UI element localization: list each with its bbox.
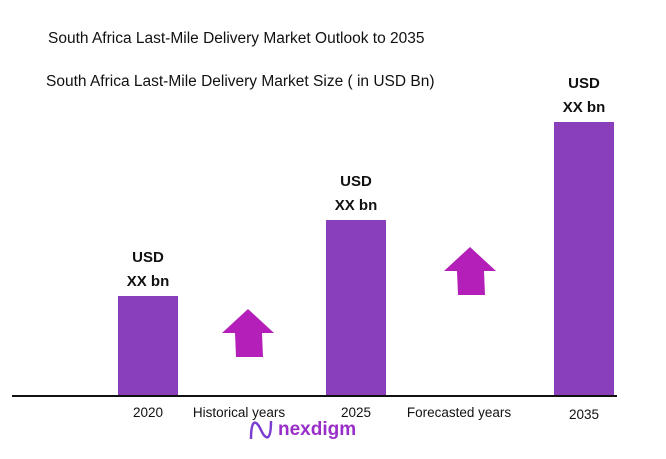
period-label-historical: Historical years <box>192 405 286 420</box>
chart-subtitle: South Africa Last-Mile Delivery Market S… <box>46 73 435 90</box>
x-tick-label: 2025 <box>340 405 372 420</box>
growth-arrow-icon <box>222 309 274 357</box>
nexdigm-logo: nexdigm <box>248 417 356 443</box>
bar-2020 <box>118 296 178 396</box>
x-tick-label: 2020 <box>132 405 164 420</box>
logo-wave-icon <box>249 420 273 440</box>
growth-arrow-icon <box>444 247 496 295</box>
data-label: USD XX bn <box>103 246 193 294</box>
bar-2035 <box>554 122 614 396</box>
data-label-line: USD <box>568 75 600 92</box>
data-label-line: XX bn <box>334 197 378 214</box>
data-label: USD XX bn <box>539 72 629 120</box>
data-label: USD XX bn <box>311 170 401 218</box>
x-tick-label: 2035 <box>568 407 600 422</box>
logo-text: nexdigm <box>278 419 357 440</box>
period-label-forecast: Forecasted years <box>406 405 512 420</box>
data-label-line: XX bn <box>562 99 606 116</box>
data-label-line: USD <box>340 173 372 190</box>
data-label-line: XX bn <box>126 273 170 290</box>
chart-title: South Africa Last-Mile Delivery Market O… <box>48 30 425 47</box>
data-label-line: USD <box>132 249 164 266</box>
bar-2025 <box>326 220 386 396</box>
